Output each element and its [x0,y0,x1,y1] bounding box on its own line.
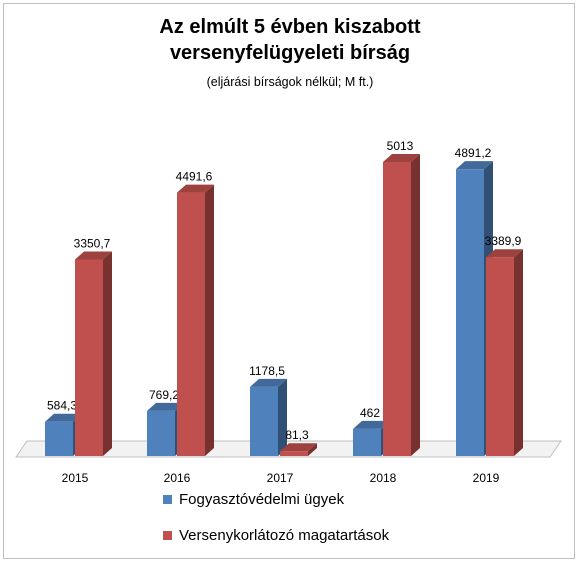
bar-top-2-2015 [75,251,112,260]
plot-area: 584,3 3350,7 2015 769,2 4491,6 2016 1178,5 81,3… [15,139,562,484]
data-label-series-1-2015: 584,3 [47,399,77,413]
bar-side-2-2019 [514,249,523,456]
bar-top-2-2016 [177,184,214,193]
legend-swatch-series-2 [163,531,172,540]
bar-top-1-2016 [147,402,184,411]
data-label-series-2-2016: 4491,6 [176,170,213,184]
legend-label-series-2: Versenykorlátozó magatartások [179,527,390,544]
chart-title: Az elmúlt 5 évben kiszabott versenyfelüg… [4,14,576,66]
bar-series-2-2015 [75,259,103,456]
x-tick-label-2018: 2018 [370,471,397,484]
bar-side-1-2017 [278,378,287,456]
chart-frame: Az elmúlt 5 évben kiszabott versenyfelüg… [3,3,575,559]
bar-top-1-2018 [353,420,390,429]
bar-series-1-2016 [147,410,175,456]
chart-title-line-2: versenyfelügyeleti bírság [169,42,411,64]
bar-series-2-2018 [383,162,411,456]
data-label-series-1-2017: 1178,5 [249,364,285,378]
bar-top-1-2017 [250,378,287,387]
bar-top-1-2015 [45,413,82,422]
x-tick-label-2016: 2016 [164,471,191,484]
x-tick-label-2017: 2017 [267,471,294,484]
x-tick-label-2015: 2015 [62,471,89,484]
bar-top-2-2017 [280,443,317,452]
data-label-series-1-2016: 769,2 [149,388,179,402]
bar-side-2-2015 [103,251,112,456]
data-label-series-2-2019: 3389,9 [485,234,522,248]
bar-series-2-2016 [177,192,205,457]
data-label-series-2-2017: 81,3 [285,428,309,442]
bar-side-2-2017 [308,443,317,456]
bar-side-2-2016 [205,184,214,457]
bar-series-1-2018 [353,428,381,456]
bar-series-1-2015 [45,421,73,456]
bar-series-2-2019 [486,257,514,456]
bar-top-2-2018 [383,154,420,162]
data-label-series-1-2019: 4891,2 [455,146,492,160]
bar-series-2-2017 [280,451,308,456]
data-label-series-1-2018: 462 [360,406,380,420]
data-label-series-2-2015: 3350,7 [74,236,111,250]
legend-label-series-1: Fogyasztóvédelmi ügyek [179,491,345,508]
x-tick-label-2019: 2019 [473,471,500,484]
bar-side-2-2018 [411,154,420,456]
bar-series-1-2019 [456,169,484,457]
bar-top-2-2019 [486,249,523,258]
bar-top-1-2019 [456,161,493,170]
chart-title-line-1: Az elmúlt 5 évben kiszabott [159,16,421,38]
legend-swatch-series-1 [163,495,172,504]
bar-series-1-2017 [250,386,278,456]
data-label-series-2-2018: 5013 [387,139,414,153]
chart-subtitle: (eljárási bírságok nélkül; M ft.) [206,75,374,89]
